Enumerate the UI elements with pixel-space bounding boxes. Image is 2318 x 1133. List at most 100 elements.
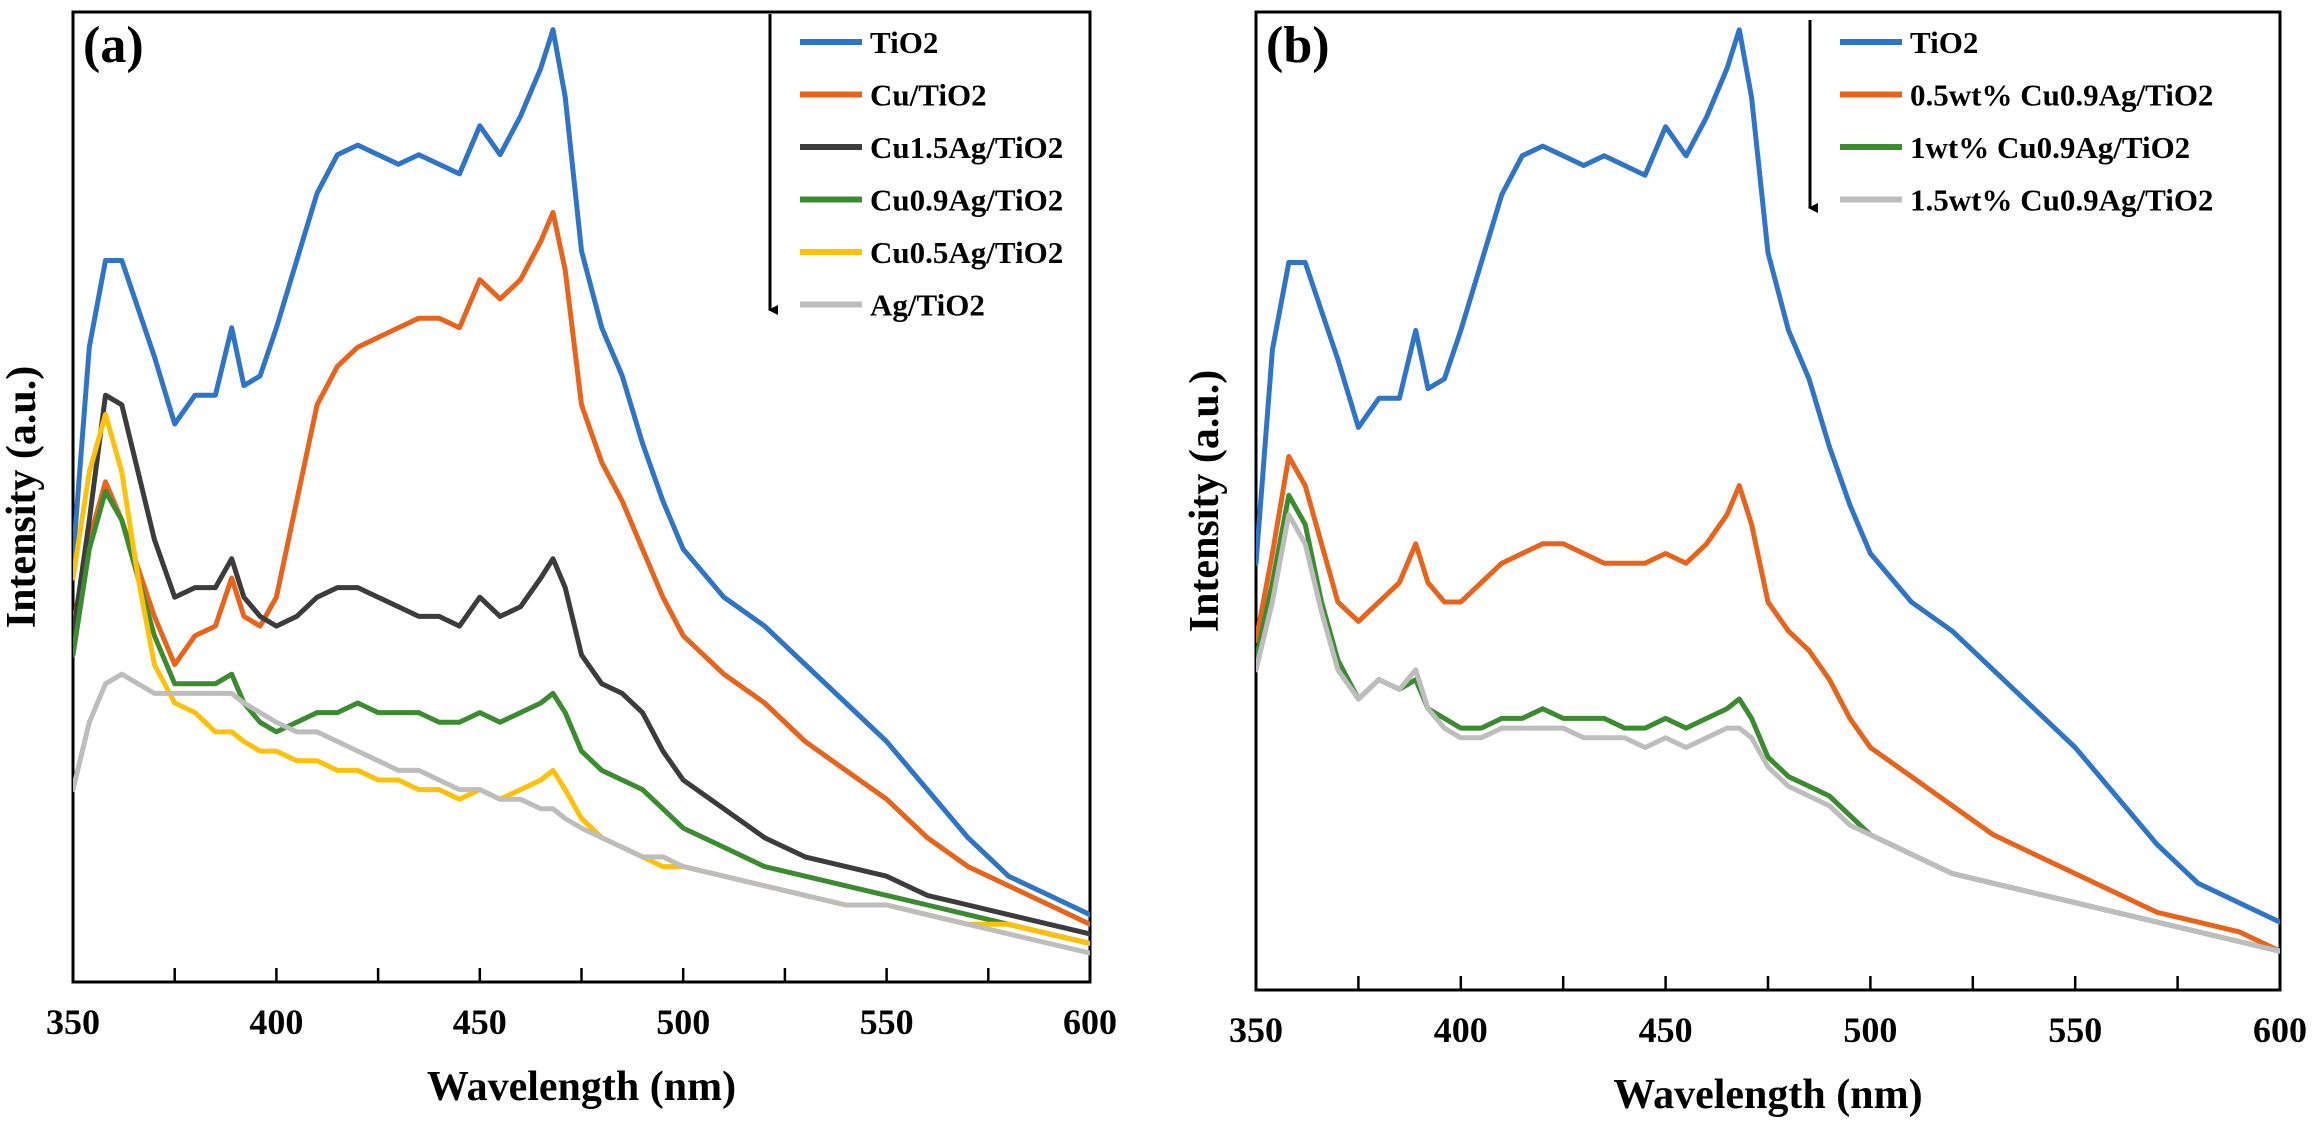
data-point — [213, 691, 217, 695]
data-point — [722, 672, 726, 676]
x-tick-label: 400 — [1434, 1010, 1488, 1050]
data-point — [563, 268, 567, 272]
data-point — [1582, 164, 1586, 167]
data-point — [173, 701, 177, 705]
data-point — [104, 259, 107, 262]
data-point — [620, 845, 624, 849]
data-point — [315, 403, 319, 407]
data-point — [641, 711, 644, 715]
series-line — [1256, 512, 2280, 954]
data-point — [242, 595, 246, 599]
data-point — [120, 518, 124, 522]
data-point — [722, 807, 726, 811]
data-point — [87, 518, 91, 522]
data-point — [580, 826, 583, 830]
data-point — [2196, 881, 2200, 885]
data-point — [1750, 736, 1754, 740]
data-point — [1737, 726, 1741, 730]
data-point — [1442, 377, 1446, 381]
data-point — [1664, 125, 1668, 129]
data-point — [1270, 600, 1274, 604]
data-point — [966, 922, 970, 926]
data-point — [498, 797, 502, 801]
data-point — [1827, 794, 1831, 798]
data-point — [925, 893, 929, 897]
data-point — [136, 576, 140, 580]
data-point — [681, 778, 685, 782]
data-point — [1950, 804, 1954, 808]
data-point — [87, 345, 91, 349]
data-point — [104, 480, 107, 484]
data-point — [519, 278, 522, 282]
data-point — [478, 711, 482, 715]
data-point — [213, 393, 217, 397]
series-0 — [1256, 27, 2280, 925]
data-point — [437, 614, 441, 618]
data-point — [803, 740, 807, 743]
data-point — [1356, 619, 1360, 623]
data-point — [1725, 67, 1729, 70]
data-point — [1320, 610, 1323, 614]
data-point — [620, 499, 624, 503]
data-point — [661, 499, 665, 503]
data-point — [1643, 561, 1647, 565]
data-point — [925, 913, 929, 917]
legend-label: Cu0.5Ag/TiO2 — [870, 235, 1063, 270]
data-point — [2155, 843, 2159, 846]
data-point — [274, 730, 278, 734]
data-point — [173, 682, 177, 686]
data-point — [1623, 164, 1627, 167]
data-point — [1750, 96, 1754, 100]
data-point — [519, 605, 522, 609]
data-point — [803, 893, 807, 897]
data-point — [2073, 746, 2077, 749]
data-point — [1397, 396, 1401, 400]
data-point — [376, 711, 380, 715]
data-point — [1750, 716, 1754, 720]
data-point — [335, 740, 339, 743]
data-point — [437, 720, 441, 724]
data-point — [1414, 668, 1418, 672]
data-point — [722, 874, 726, 878]
data-point — [396, 778, 400, 782]
data-point — [1047, 893, 1051, 897]
data-point — [87, 547, 91, 551]
data-point — [213, 586, 217, 590]
series-3 — [73, 488, 1090, 946]
data-point — [193, 691, 197, 695]
data-point — [1442, 600, 1446, 604]
data-point — [1582, 552, 1586, 555]
data-point — [763, 624, 767, 628]
data-point — [600, 836, 604, 840]
data-point — [966, 913, 970, 917]
data-point — [620, 778, 624, 782]
data-point — [458, 624, 461, 628]
data-point — [498, 153, 502, 157]
x-tick-label: 600 — [2253, 1010, 2307, 1050]
data-point — [417, 788, 421, 792]
data-point — [1725, 707, 1729, 711]
data-point — [396, 768, 400, 772]
legend-label: Cu/TiO2 — [870, 78, 987, 113]
data-point — [1520, 154, 1524, 158]
data-point — [2237, 940, 2241, 943]
x-tick-label: 500 — [656, 1002, 710, 1042]
data-point — [478, 278, 482, 282]
data-point — [600, 326, 604, 330]
data-point — [1787, 775, 1790, 779]
data-point — [539, 807, 543, 811]
series-line — [73, 209, 1090, 927]
data-point — [1623, 726, 1627, 730]
data-point — [1426, 707, 1430, 711]
data-point — [87, 720, 91, 724]
data-point — [213, 624, 217, 628]
y-axis-title: Intensity (a.u.) — [0, 366, 45, 629]
data-point — [519, 114, 522, 118]
data-point — [1414, 542, 1418, 546]
data-point — [1602, 736, 1606, 740]
data-point — [193, 682, 197, 686]
data-point — [620, 691, 624, 695]
data-point — [152, 691, 156, 695]
data-point — [803, 663, 807, 666]
